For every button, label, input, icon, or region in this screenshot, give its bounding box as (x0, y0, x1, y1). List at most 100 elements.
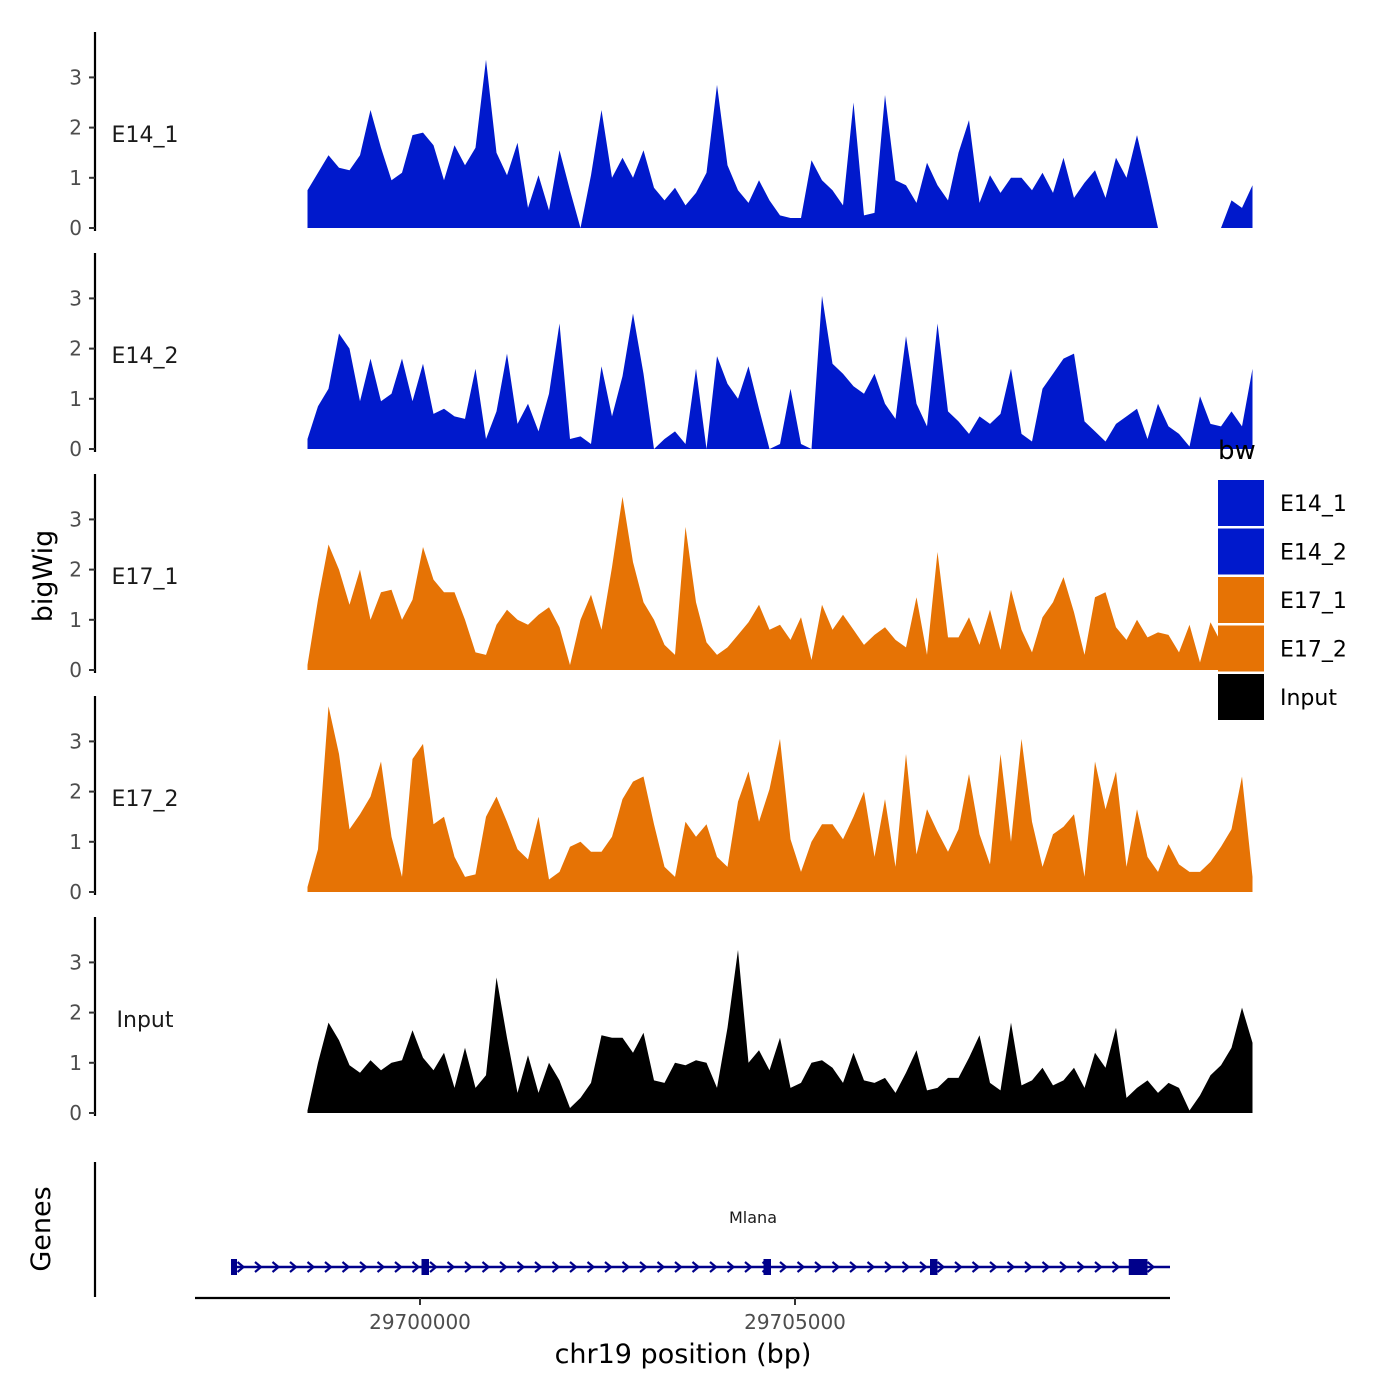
strand-arrow (674, 1261, 683, 1273)
strand-arrow (814, 1261, 823, 1273)
strand-arrow (551, 1261, 561, 1273)
signal-area-E17_1 (307, 496, 1253, 670)
strand-arrow (989, 1261, 998, 1273)
strand-arrow (1059, 1261, 1068, 1273)
legend-label-Input: Input (1280, 686, 1337, 711)
y-tick-label: 3 (69, 286, 82, 310)
strand-arrow (254, 1261, 263, 1273)
strand-arrow (464, 1261, 473, 1273)
legend-label-E17_1: E17_1 (1280, 589, 1347, 614)
strand-arrow (866, 1261, 876, 1273)
strand-arrow (429, 1261, 438, 1273)
track-E14_2: 0 1 2 3 E14_2 (69, 253, 1253, 461)
strand-arrow (831, 1261, 841, 1273)
gene-exon (763, 1259, 771, 1275)
strand-arrow (901, 1261, 911, 1273)
strand-arrow (621, 1261, 631, 1273)
y-tick-label: 2 (69, 337, 82, 361)
y-tick-label: 3 (69, 729, 82, 753)
x-ticks: 29700000 29705000 (369, 1298, 846, 1334)
legend-label-E14_1: E14_1 (1280, 492, 1347, 517)
y-tick-label: 1 (69, 1051, 82, 1075)
strand-arrow (516, 1261, 526, 1273)
strand-arrow (796, 1261, 806, 1273)
strand-arrow (779, 1261, 788, 1273)
y-tick-label: 0 (69, 1101, 82, 1125)
y-tick-label: 0 (69, 216, 82, 240)
gene-model (231, 1259, 1170, 1275)
y-axis-title: bigWig (28, 530, 59, 623)
strand-arrow (1024, 1261, 1033, 1273)
gene-exon (421, 1259, 429, 1275)
track-E17_1: 0 1 2 3 E17_1 (69, 474, 1253, 682)
legend-swatch-E14_2 (1218, 528, 1264, 575)
strand-arrow (726, 1261, 736, 1273)
strand-arrow (236, 1261, 246, 1273)
track-label-E14_1: E14_1 (112, 123, 179, 148)
strand-arrow (1111, 1261, 1121, 1273)
x-tick-label: 29700000 (369, 1310, 471, 1334)
strand-arrow (289, 1261, 298, 1273)
legend: bw E14_1 E14_2 E17_1 E17_2 Input (1218, 436, 1347, 720)
track-label-E17_1: E17_1 (112, 565, 179, 590)
y-tick-label: 3 (69, 65, 82, 89)
legend-swatch-Input (1218, 674, 1264, 720)
strand-arrow (306, 1261, 316, 1273)
signal-area-Input (307, 949, 1253, 1113)
strand-arrow (1006, 1261, 1016, 1273)
legend-title: bw (1218, 436, 1256, 466)
legend-label-E14_2: E14_2 (1280, 541, 1347, 566)
track-E14_1: 0 1 2 3 E14_1 (69, 32, 1253, 240)
strand-arrow (499, 1261, 508, 1273)
strand-arrow (1146, 1261, 1156, 1273)
y-tick-label: 3 (69, 507, 82, 531)
strand-arrow (271, 1261, 281, 1273)
strand-arrow (359, 1261, 368, 1273)
legend-swatch-E17_1 (1218, 577, 1264, 623)
strand-arrow (324, 1261, 333, 1273)
strand-arrow (639, 1261, 648, 1273)
strand-arrow (341, 1261, 351, 1273)
x-axis: 29700000 29705000 chr19 position (bp) (195, 1296, 1170, 1370)
strand-arrow (534, 1261, 543, 1273)
strand-arrow (1076, 1261, 1086, 1273)
strand-arrow (884, 1261, 893, 1273)
strand-arrow (1041, 1261, 1051, 1273)
y-tick-label: 0 (69, 437, 82, 461)
strand-arrow (586, 1261, 596, 1273)
y-tick-label: 2 (69, 558, 82, 582)
legend-swatch-E14_1 (1218, 480, 1264, 526)
signal-tracks: 0 1 2 3 E14_1 0 1 2 3 E14_2 0 1 2 3 E17_1 0 1 2 3 E17_2 0 1 2 3… (69, 32, 1253, 1125)
track-Input: 0 1 2 3 Input (69, 917, 1253, 1125)
strand-arrow (604, 1261, 613, 1273)
genes-axis-title: Genes (26, 1186, 57, 1271)
strand-arrow (481, 1261, 491, 1273)
signal-area-E14_1 (307, 59, 1253, 228)
legend-items: E14_1 E14_2 E17_1 E17_2 Input (1218, 480, 1347, 720)
gene-exon (1128, 1259, 1148, 1275)
strand-arrow (744, 1261, 753, 1273)
y-tick-label: 2 (69, 116, 82, 140)
strand-arrow (394, 1261, 403, 1273)
y-tick-label: 1 (69, 830, 82, 854)
strand-arrow (971, 1261, 981, 1273)
strand-arrow (936, 1261, 946, 1273)
y-tick-label: 1 (69, 387, 82, 411)
strand-arrow (376, 1261, 386, 1273)
strand-arrow (1094, 1261, 1103, 1273)
legend-swatch-E17_2 (1218, 625, 1264, 672)
strand-arrow (569, 1261, 578, 1273)
y-tick-label: 1 (69, 166, 82, 190)
strand-arrow (446, 1261, 456, 1273)
strand-arrow (919, 1261, 928, 1273)
y-tick-label: 0 (69, 880, 82, 904)
gene-exon (231, 1259, 237, 1275)
track-label-E17_2: E17_2 (112, 787, 179, 812)
gene-panel: Genes Mlana (26, 1162, 1170, 1297)
track-label-E14_2: E14_2 (112, 344, 179, 369)
strand-arrow (411, 1261, 421, 1273)
y-tick-label: 3 (69, 950, 82, 974)
x-tick-label: 29705000 (744, 1310, 846, 1334)
signal-area-E14_2 (307, 295, 1253, 449)
